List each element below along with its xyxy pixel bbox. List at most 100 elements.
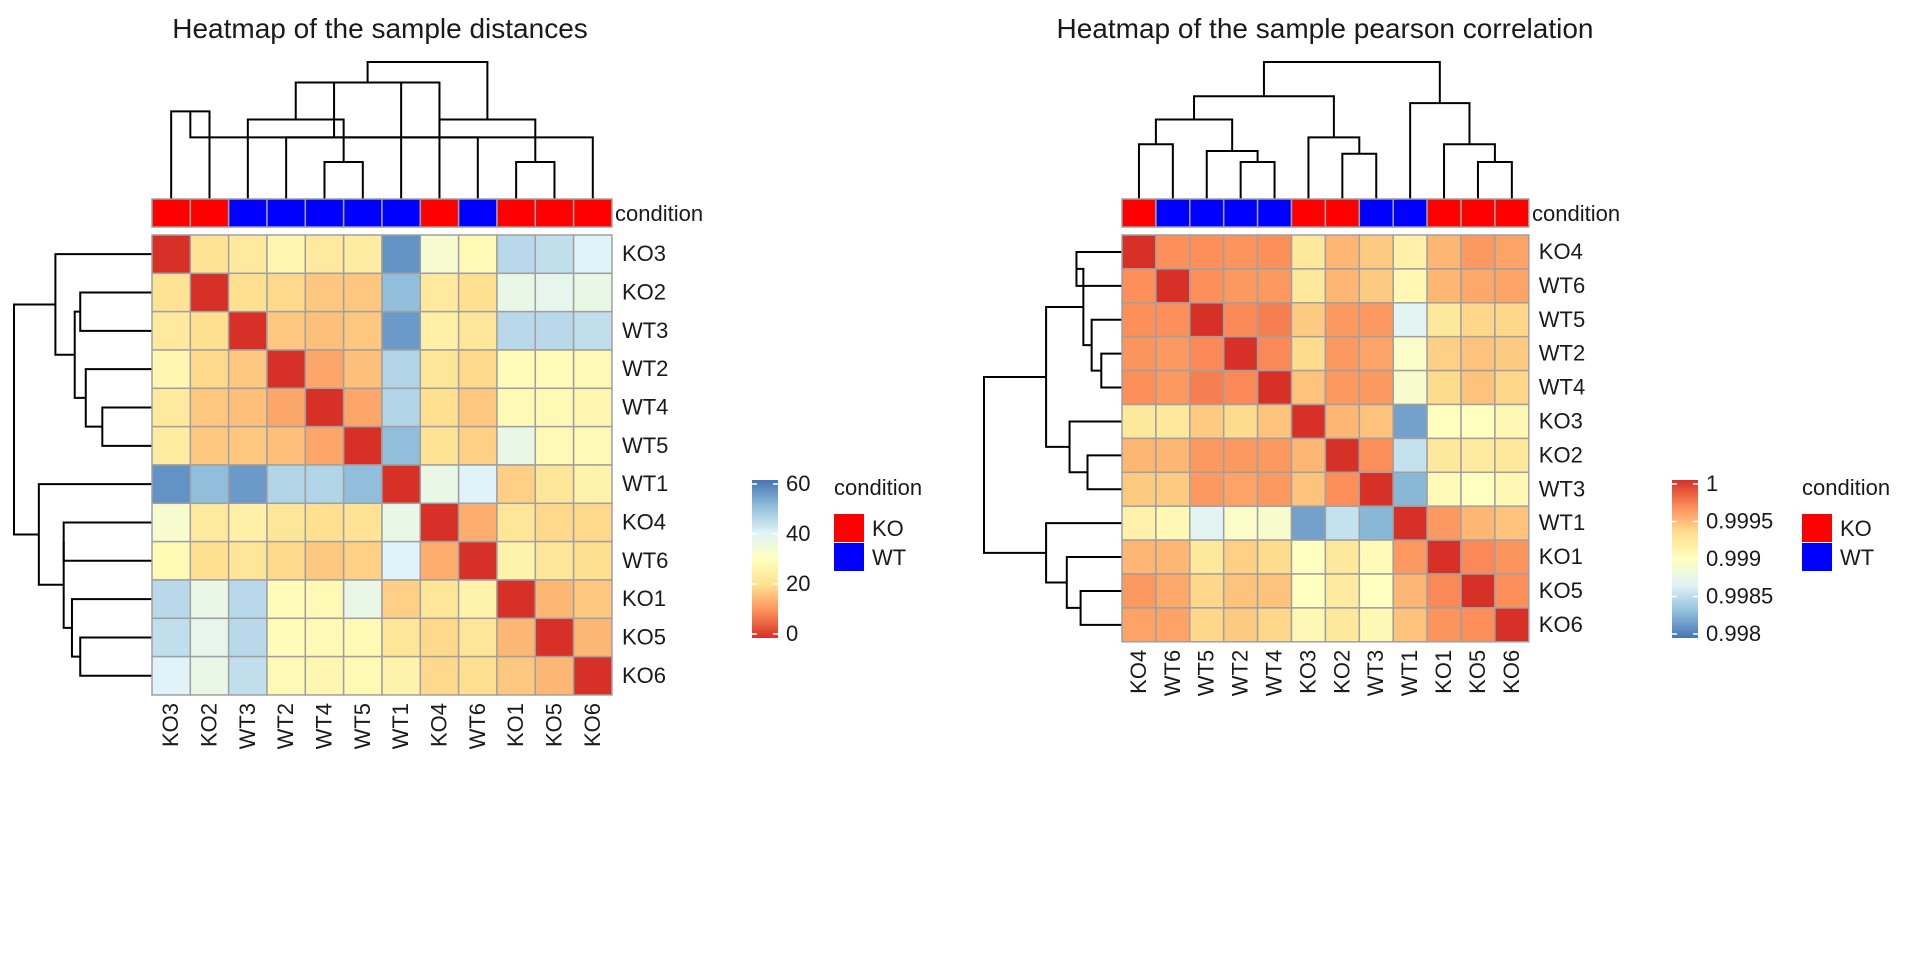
column-label: WT5 <box>1194 650 1219 696</box>
dendrogram-link <box>1045 522 1122 584</box>
dendrogram-link <box>1137 143 1174 199</box>
heatmap-cell <box>189 272 230 313</box>
heatmap-cell <box>1222 369 1259 406</box>
column-label: WT6 <box>1160 650 1185 696</box>
dendrogram-link <box>1239 161 1276 199</box>
heatmap-cell <box>227 655 268 696</box>
correlation-color-scale-legend: 1 0.9995 0.999 0.9985 0.998 <box>1672 471 1773 646</box>
column-label: WT5 <box>350 703 375 749</box>
heatmap-cell <box>151 387 192 428</box>
heatmap-cell <box>1358 369 1394 406</box>
heatmap-cell <box>1494 471 1530 507</box>
heatmap-cell <box>1155 607 1191 643</box>
color-scale-tick-label: 0.9995 <box>1706 509 1773 534</box>
heatmap-cell <box>1392 369 1428 406</box>
heatmap-cell <box>1324 335 1361 372</box>
annotation-cell-ko <box>1290 198 1327 228</box>
correlation-column-dendrogram <box>1137 61 1513 199</box>
heatmap-cell <box>266 464 307 505</box>
heatmap-cell <box>1392 403 1428 440</box>
heatmap-cell <box>1222 403 1259 440</box>
heatmap-cell <box>1324 268 1361 304</box>
heatmap-cell <box>419 272 460 313</box>
dendrogram-link <box>1409 102 1471 199</box>
heatmap-cell <box>1494 335 1530 372</box>
heatmap-cell <box>1290 403 1327 440</box>
heatmap-cell <box>1426 471 1462 507</box>
column-label: WT6 <box>465 703 490 749</box>
row-label: WT4 <box>1539 375 1585 400</box>
annotation-cell-wt <box>1155 198 1191 228</box>
heatmap-cell <box>189 464 230 505</box>
heatmap-cell <box>342 425 383 466</box>
heatmap-cell <box>572 502 613 543</box>
heatmap-cell <box>342 387 383 428</box>
heatmap-cell <box>1324 539 1361 575</box>
heatmap-cell <box>1256 505 1293 541</box>
dendrogram-link <box>1100 352 1122 389</box>
heatmap-cell <box>1256 302 1293 338</box>
heatmap-cell <box>1426 539 1462 575</box>
heatmap-cell <box>381 310 422 351</box>
heatmap-cell <box>151 464 192 505</box>
heatmap-cell <box>1460 268 1496 304</box>
distance-annotation-label: condition <box>615 201 703 226</box>
column-label: KO1 <box>503 703 528 747</box>
heatmap-cell <box>1290 335 1327 372</box>
heatmap-cell <box>1494 234 1530 270</box>
heatmap-cell <box>342 349 383 390</box>
heatmap-cell <box>1290 471 1327 507</box>
heatmap-cell <box>496 272 537 313</box>
color-scale-tick-label: 1 <box>1706 471 1718 496</box>
heatmap-cell <box>342 502 383 543</box>
heatmap-cell <box>1324 607 1361 643</box>
heatmap-cell <box>457 579 498 620</box>
heatmap-cell <box>1121 302 1157 338</box>
heatmap-cell <box>1426 335 1462 372</box>
heatmap-cell <box>381 272 422 313</box>
annotation-cell-wt <box>227 198 268 228</box>
heatmap-cell <box>457 310 498 351</box>
column-label: KO6 <box>580 703 605 747</box>
annotation-cell-wt <box>1358 198 1394 228</box>
distance-column-labels: KO3 KO2 WT3 WT2 WT4 WT5 WT1 KO4 WT6 KO1 KO5 KO6 <box>158 703 605 749</box>
distance-legend-swatch-wt <box>834 543 864 571</box>
heatmap-cell <box>227 464 268 505</box>
color-scale-tick-label: 0.9985 <box>1706 584 1773 609</box>
heatmap-cell <box>1256 335 1293 372</box>
heatmap-cell <box>1392 471 1428 507</box>
distance-legend-label-ko: KO <box>872 516 904 541</box>
color-scale-tick-label: 20 <box>786 571 810 596</box>
distance-legend-label-wt: WT <box>872 545 906 570</box>
heatmap-cell <box>457 502 498 543</box>
heatmap-cell <box>1460 335 1496 372</box>
heatmap-cell <box>342 464 383 505</box>
heatmap-cell <box>419 387 460 428</box>
heatmap-cell <box>1222 573 1259 609</box>
dendrogram-link <box>70 598 152 658</box>
heatmap-cell <box>266 310 307 351</box>
dendrogram-link <box>1079 589 1122 626</box>
heatmap-cell <box>1155 573 1191 609</box>
dendrogram-link <box>1443 143 1496 199</box>
column-label: KO4 <box>426 703 451 747</box>
heatmap-cell <box>1358 403 1394 440</box>
heatmap-cell <box>496 464 537 505</box>
heatmap-cell <box>381 349 422 390</box>
annotation-cell-wt <box>266 198 307 228</box>
heatmap-cell <box>1256 471 1293 507</box>
heatmap-cell <box>266 540 307 581</box>
heatmap-cell <box>1155 302 1191 338</box>
heatmap-cell <box>151 272 192 313</box>
row-label: WT6 <box>622 548 668 573</box>
heatmap-cell <box>342 234 383 275</box>
heatmap-cell <box>572 272 613 313</box>
column-label: KO2 <box>196 703 221 747</box>
heatmap-cell <box>496 579 537 620</box>
dendrogram-link <box>246 118 345 199</box>
heatmap-cell <box>266 579 307 620</box>
heatmap-cell <box>1155 539 1191 575</box>
column-label: KO6 <box>1499 650 1524 694</box>
heatmap-cell <box>1426 505 1462 541</box>
heatmap-cell <box>496 502 537 543</box>
